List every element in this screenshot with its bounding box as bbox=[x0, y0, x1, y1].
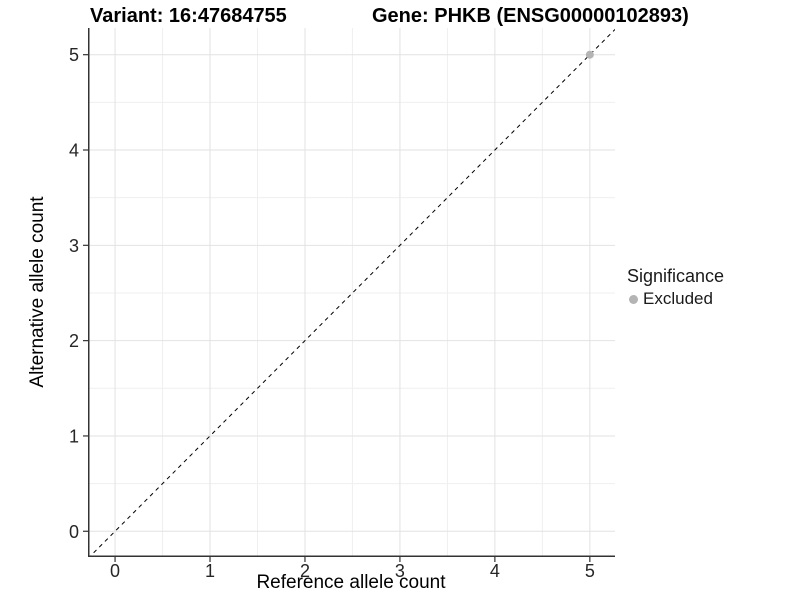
axis-lines bbox=[88, 28, 615, 557]
svg-text:1: 1 bbox=[205, 561, 215, 581]
svg-text:5: 5 bbox=[585, 561, 595, 581]
svg-text:3: 3 bbox=[69, 236, 79, 256]
data-point bbox=[585, 50, 594, 59]
tick-marks bbox=[83, 54, 591, 562]
y-axis-title: Alternative allele count bbox=[27, 196, 48, 388]
svg-text:4: 4 bbox=[490, 561, 500, 581]
y-tick-labels: 0 1 2 3 4 5 bbox=[69, 45, 79, 542]
legend: Significance Excluded bbox=[627, 265, 724, 310]
svg-text:2: 2 bbox=[69, 331, 79, 351]
series-excluded bbox=[585, 50, 594, 59]
svg-text:0: 0 bbox=[110, 561, 120, 581]
svg-text:4: 4 bbox=[69, 141, 79, 161]
legend-title: Significance bbox=[627, 266, 725, 286]
svg-text:2: 2 bbox=[300, 561, 310, 581]
x-tick-labels: 0 1 2 3 4 5 bbox=[110, 561, 595, 581]
grid-minor bbox=[88, 28, 615, 557]
grid-major bbox=[88, 28, 615, 557]
plot-panel: 0 1 2 3 4 5 0 1 2 3 4 5 bbox=[69, 28, 615, 581]
svg-text:3: 3 bbox=[395, 561, 405, 581]
svg-text:5: 5 bbox=[69, 45, 79, 65]
legend-item-excluded: Excluded bbox=[627, 288, 724, 310]
excluded-point-icon bbox=[629, 294, 638, 304]
x-axis-title: Reference allele count bbox=[256, 572, 446, 593]
gene-title: Gene: PHKB (ENSG00000102893) bbox=[372, 5, 689, 27]
svg-text:0: 0 bbox=[69, 522, 79, 542]
svg-text:1: 1 bbox=[69, 426, 79, 446]
legend-label-excluded: Excluded bbox=[643, 289, 713, 308]
variant-title: Variant: 16:47684755 bbox=[90, 5, 287, 27]
